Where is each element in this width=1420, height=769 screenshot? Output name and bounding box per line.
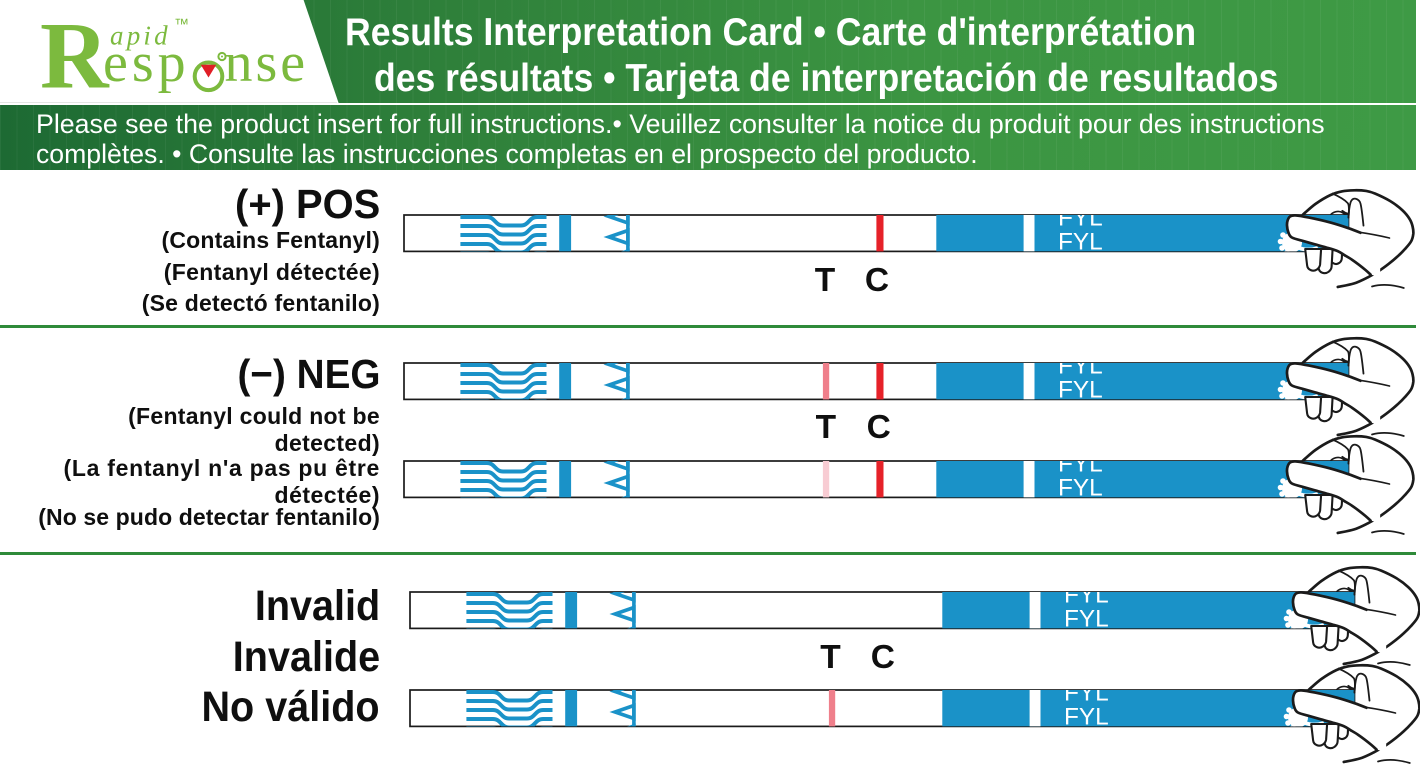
svg-text:esp: esp xyxy=(103,32,190,94)
svg-text:nse: nse xyxy=(225,32,309,94)
svg-text:R: R xyxy=(40,2,110,103)
svg-text:apid: apid xyxy=(110,20,171,50)
svg-text:™: ™ xyxy=(174,16,189,33)
